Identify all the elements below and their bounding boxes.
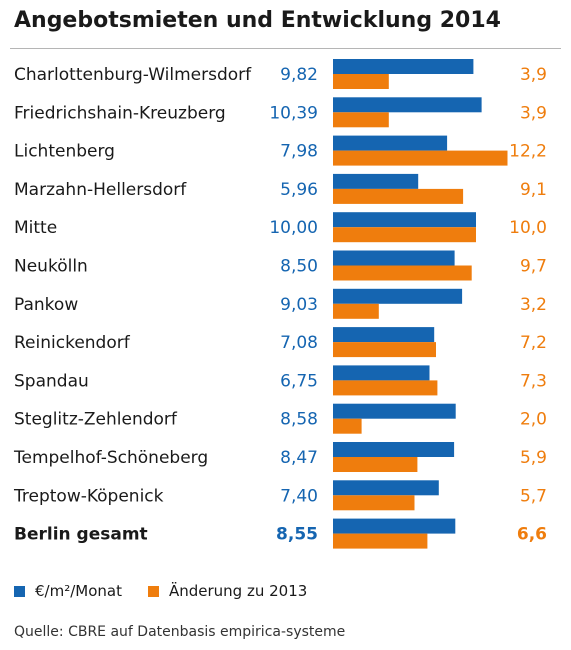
change-value-label: 6,6 — [517, 525, 547, 545]
legend-swatch-blue — [14, 585, 25, 597]
category-label: Neukölln — [14, 257, 88, 277]
change-bar — [333, 188, 464, 204]
change-value-label: 3,9 — [520, 65, 547, 85]
price-bar — [333, 518, 456, 534]
price-bar — [333, 480, 439, 496]
price-value-label: 8,50 — [280, 257, 318, 277]
category-label: Tempelhof-Schöneberg — [13, 448, 208, 468]
category-label: Friedrichshain-Kreuzberg — [14, 103, 226, 123]
price-value-label: 9,82 — [280, 65, 318, 85]
legend: €/m²/Monat Änderung zu 2013 — [14, 582, 333, 600]
price-bar — [333, 135, 448, 151]
category-label: Steglitz-Zehlendorf — [14, 410, 178, 430]
category-label: Treptow-Köpenick — [13, 486, 164, 506]
change-bar — [333, 265, 472, 281]
price-value-label: 8,47 — [280, 448, 318, 468]
change-bar — [333, 74, 389, 89]
price-value-label: 7,98 — [280, 142, 318, 162]
change-value-label: 5,9 — [520, 448, 547, 468]
change-value-label: 10,0 — [509, 218, 547, 238]
change-value-label: 9,1 — [520, 180, 547, 200]
title-divider — [10, 48, 561, 49]
change-bar — [333, 342, 436, 358]
price-bar — [333, 288, 463, 304]
category-label: Lichtenberg — [14, 142, 115, 162]
price-value-label: 5,96 — [280, 180, 318, 200]
price-bar — [333, 212, 476, 228]
legend-swatch-orange — [147, 585, 159, 597]
change-bar — [333, 533, 428, 549]
category-label: Charlottenburg-Wilmersdorf — [14, 65, 252, 85]
price-value-label: 7,40 — [280, 486, 318, 506]
change-bar — [333, 495, 415, 511]
change-value-label: 3,9 — [520, 103, 547, 123]
price-bar — [333, 97, 482, 113]
price-value-label: 10,39 — [269, 103, 318, 123]
price-value-label: 6,75 — [280, 371, 318, 391]
category-label: Mitte — [14, 218, 57, 238]
change-value-label: 7,3 — [520, 371, 547, 391]
category-label: Spandau — [14, 371, 89, 391]
change-bar — [333, 303, 379, 319]
chart-title: Angebotsmieten und Entwicklung 2014 — [14, 8, 501, 33]
category-label: Berlin gesamt — [14, 525, 148, 545]
price-bar — [333, 59, 474, 74]
change-bar — [333, 150, 508, 166]
change-value-label: 5,7 — [520, 486, 547, 506]
bar-chart: Charlottenburg-Wilmersdorf 9,82 3,9 Friedri… — [13, 59, 547, 549]
legend-item-change: Änderung zu 2013 — [147, 582, 308, 600]
price-bar — [333, 327, 435, 343]
price-value-label: 7,08 — [280, 333, 318, 353]
category-label: Pankow — [14, 295, 78, 315]
change-bar — [333, 112, 389, 128]
legend-item-price: €/m²/Monat — [14, 582, 122, 600]
price-bar — [333, 365, 430, 381]
legend-label-change: Änderung zu 2013 — [168, 582, 308, 600]
price-bar — [333, 442, 455, 457]
price-value-label: 8,58 — [280, 410, 318, 430]
legend-label-price: €/m²/Monat — [35, 582, 122, 600]
price-bar — [333, 250, 455, 266]
change-bar — [333, 380, 438, 396]
price-bar — [333, 403, 456, 419]
price-value-label: 9,03 — [280, 295, 318, 315]
change-value-label: 3,2 — [520, 295, 547, 315]
category-label: Marzahn-Hellersdorf — [14, 180, 187, 200]
change-value-label: 7,2 — [520, 333, 547, 353]
price-value-label: 8,55 — [276, 525, 318, 545]
price-value-label: 10,00 — [269, 218, 318, 238]
change-bar — [333, 457, 418, 472]
change-value-label: 9,7 — [520, 257, 547, 277]
category-label: Reinickendorf — [14, 333, 131, 353]
change-bar — [333, 418, 362, 434]
change-value-label: 2,0 — [520, 410, 547, 430]
change-bar — [333, 227, 476, 243]
price-bar — [333, 173, 419, 189]
source-note: Quelle: CBRE auf Datenbasis empirica-sys… — [14, 624, 346, 640]
change-value-label: 12,2 — [509, 142, 547, 162]
